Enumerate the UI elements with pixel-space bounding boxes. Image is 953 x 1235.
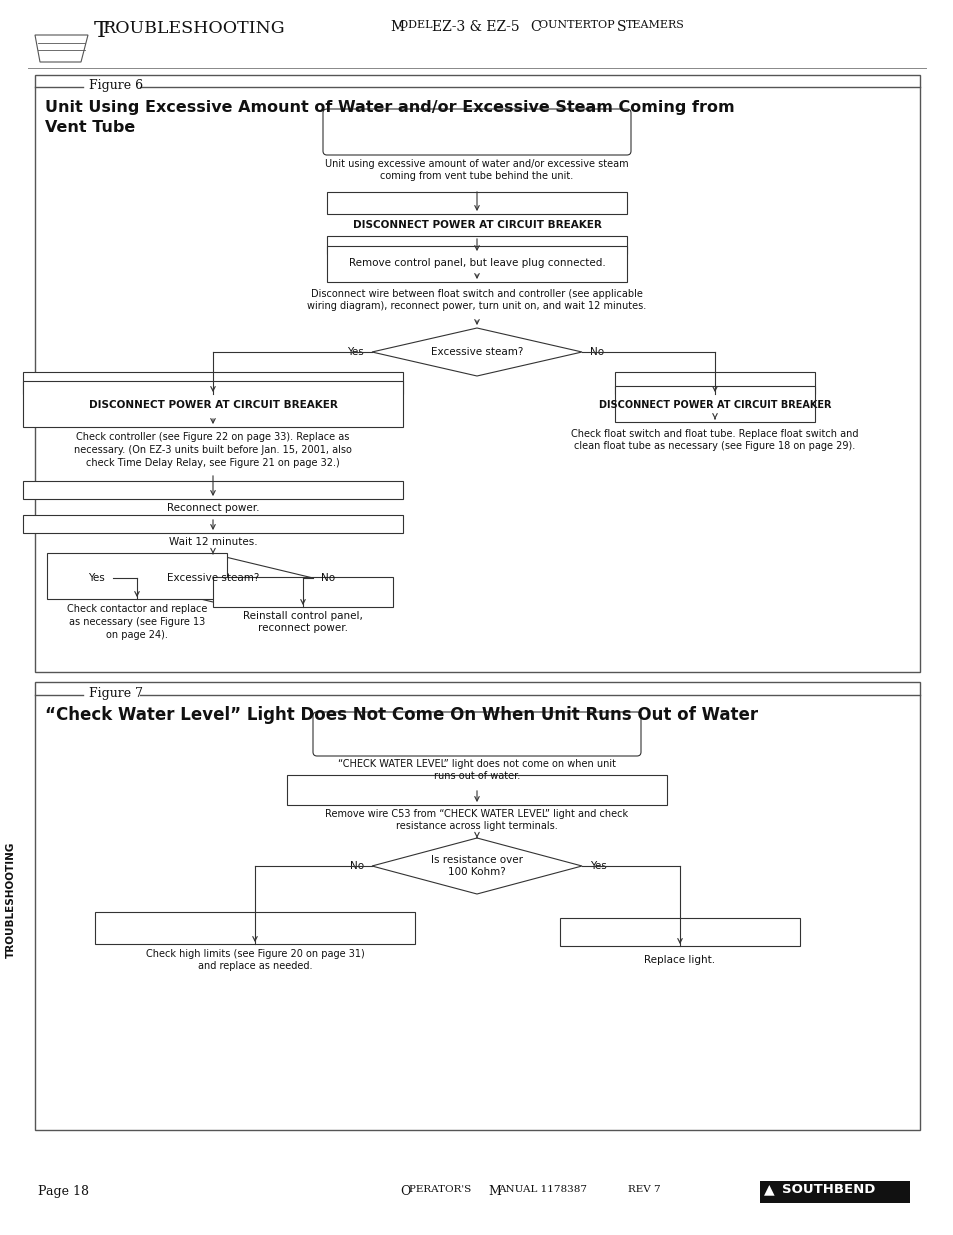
Text: ▲: ▲ — [763, 1182, 774, 1195]
Bar — [23, 515, 402, 534]
Text: DISCONNECT POWER AT CIRCUIT BREAKER: DISCONNECT POWER AT CIRCUIT BREAKER — [353, 220, 600, 230]
Text: Reinstall control panel,
reconnect power.: Reinstall control panel, reconnect power… — [243, 610, 362, 634]
Bar — [35, 682, 919, 1130]
FancyBboxPatch shape — [313, 713, 640, 756]
Text: ANUAL 1178387: ANUAL 1178387 — [497, 1186, 590, 1194]
Bar — [327, 246, 626, 282]
Text: ROUBLESHOOTING: ROUBLESHOOTING — [103, 20, 285, 37]
Text: “Check Water Level” Light Does Not Come On When Unit Runs Out of Water: “Check Water Level” Light Does Not Come … — [45, 706, 758, 724]
Text: C: C — [530, 20, 540, 35]
Bar — [760, 1181, 909, 1203]
Bar — [327, 191, 626, 214]
Text: M: M — [390, 20, 404, 35]
Polygon shape — [112, 555, 313, 601]
Text: TEAMERS: TEAMERS — [625, 20, 684, 30]
Bar — [23, 382, 402, 427]
Bar — [213, 577, 393, 606]
Text: O: O — [399, 1186, 410, 1198]
Text: Replace light.: Replace light. — [644, 955, 715, 965]
Text: Vent Tube: Vent Tube — [45, 120, 135, 135]
Text: TROUBLESHOOTING: TROUBLESHOOTING — [6, 842, 16, 958]
Bar — [615, 372, 814, 394]
Text: Check high limits (see Figure 20 on page 31)
and replace as needed.: Check high limits (see Figure 20 on page… — [146, 948, 364, 972]
Text: Remove wire C53 from “CHECK WATER LEVEL” light and check
resistance across light: Remove wire C53 from “CHECK WATER LEVEL”… — [325, 809, 628, 831]
Text: Excessive steam?: Excessive steam? — [431, 347, 522, 357]
Text: Is resistance over
100 Kohm?: Is resistance over 100 Kohm? — [431, 855, 522, 877]
Text: M: M — [488, 1186, 500, 1198]
Bar — [95, 911, 415, 944]
Text: SOUTHBEND: SOUTHBEND — [781, 1183, 875, 1195]
Bar — [615, 387, 814, 422]
Bar — [327, 236, 626, 254]
Text: Yes: Yes — [347, 347, 364, 357]
Text: OUNTERTOP: OUNTERTOP — [538, 20, 618, 30]
Bar — [35, 75, 919, 672]
Bar — [287, 776, 666, 805]
Text: Unit using excessive amount of water and/or excessive steam
coming from vent tub: Unit using excessive amount of water and… — [325, 158, 628, 182]
Text: Excessive steam?: Excessive steam? — [167, 573, 259, 583]
Bar — [23, 480, 402, 499]
Text: No: No — [589, 347, 603, 357]
Text: Page 18: Page 18 — [38, 1186, 89, 1198]
Text: Figure 6: Figure 6 — [89, 79, 143, 93]
Text: No: No — [320, 573, 335, 583]
Polygon shape — [372, 329, 581, 375]
Bar — [23, 372, 402, 394]
FancyBboxPatch shape — [323, 109, 630, 156]
Text: DISCONNECT POWER AT CIRCUIT BREAKER: DISCONNECT POWER AT CIRCUIT BREAKER — [598, 400, 830, 410]
Polygon shape — [372, 839, 581, 894]
Text: DISCONNECT POWER AT CIRCUIT BREAKER: DISCONNECT POWER AT CIRCUIT BREAKER — [89, 400, 337, 410]
Text: Check float switch and float tube. Replace float switch and
clean float tube as : Check float switch and float tube. Repla… — [571, 429, 858, 452]
Text: Yes: Yes — [589, 861, 606, 871]
Text: Disconnect wire between float switch and controller (see applicable
wiring diagr: Disconnect wire between float switch and… — [307, 289, 646, 311]
Text: Check controller (see Figure 22 on page 33). Replace as
necessary. (On EZ-3 unit: Check controller (see Figure 22 on page … — [74, 432, 352, 468]
Bar — [47, 553, 227, 599]
Text: PERATOR'S: PERATOR'S — [409, 1186, 474, 1194]
Text: Reconnect power.: Reconnect power. — [167, 503, 259, 513]
Text: Remove control panel, but leave plug connected.: Remove control panel, but leave plug con… — [348, 258, 605, 268]
Text: S: S — [617, 20, 626, 35]
Text: Check contactor and replace
as necessary (see Figure 13
on page 24).: Check contactor and replace as necessary… — [67, 604, 207, 640]
Text: Figure 7: Figure 7 — [89, 688, 143, 700]
Bar — [559, 918, 800, 946]
Text: EZ-3 & EZ-5: EZ-3 & EZ-5 — [432, 20, 523, 35]
Text: “CHECK WATER LEVEL” light does not come on when unit
runs out of water.: “CHECK WATER LEVEL” light does not come … — [337, 758, 616, 782]
Text: Unit Using Excessive Amount of Water and/or Excessive Steam Coming from: Unit Using Excessive Amount of Water and… — [45, 100, 734, 115]
Text: Yes: Yes — [89, 573, 105, 583]
Text: T: T — [94, 20, 109, 42]
Text: Wait 12 minutes.: Wait 12 minutes. — [169, 537, 257, 547]
Text: No: No — [350, 861, 364, 871]
Text: REV 7: REV 7 — [627, 1186, 659, 1194]
Text: ODEL: ODEL — [398, 20, 436, 30]
